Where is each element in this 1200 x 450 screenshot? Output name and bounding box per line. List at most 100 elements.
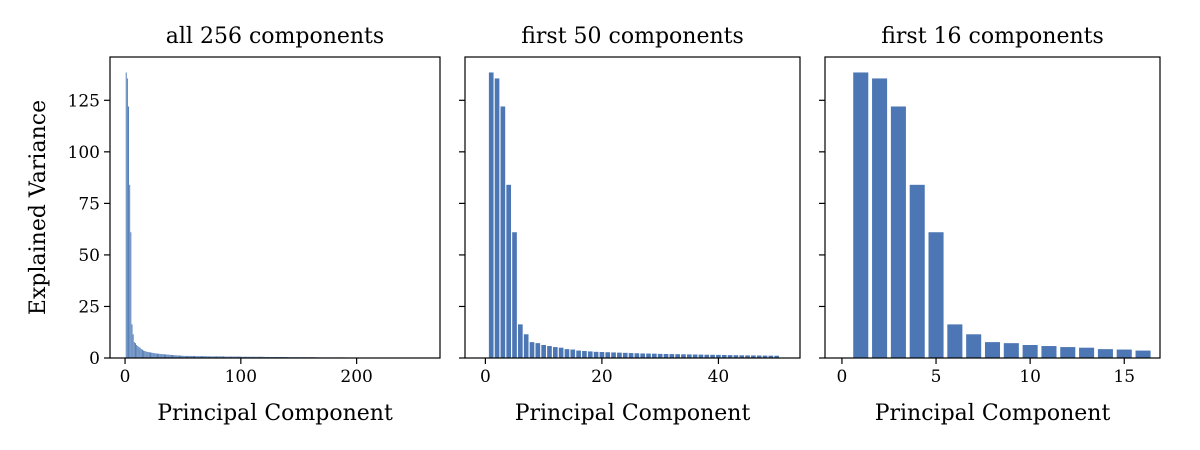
bar [241,356,243,358]
bar [716,354,721,358]
bar [1003,343,1019,358]
bar [151,352,153,358]
bar [198,356,200,358]
bar [599,352,605,358]
bar [669,354,675,358]
bar [541,345,546,358]
bar [250,356,252,358]
bar [617,352,622,358]
bar [500,106,506,358]
bar [146,351,148,358]
bar [234,356,236,358]
bar [163,354,165,358]
bar [150,352,151,358]
bar [257,356,259,358]
bar [698,354,704,358]
x-tick-label: 15 [1113,367,1135,387]
bar [166,354,168,358]
bar [217,356,219,358]
x-tick-label: 100 [225,367,257,387]
bar [768,355,774,358]
bar [188,355,190,358]
bar [535,343,541,358]
bar [872,78,888,358]
bar [233,356,235,358]
bar [238,356,239,358]
bar [204,356,206,358]
bar [552,347,558,358]
bar [248,356,250,358]
bar [733,355,739,358]
bar [646,353,651,358]
bar [605,352,611,358]
bar [488,72,494,358]
bar [155,353,157,358]
bar [512,232,517,358]
bar [721,355,727,358]
bar [201,356,202,358]
subplot-title: first 16 components [881,24,1104,49]
bar [582,350,587,358]
bar [1135,350,1151,358]
bar [145,351,147,358]
bar [243,356,245,358]
bar [681,354,686,358]
bar [231,356,233,358]
bar [196,356,198,358]
bar [138,347,140,358]
bar [211,356,213,358]
bar [176,355,178,358]
bar [657,353,663,358]
bar [157,353,158,358]
bar [181,355,183,358]
bar [202,356,204,358]
x-tick-label: 0 [480,367,491,387]
bar [148,352,150,358]
bar [1041,346,1057,358]
bar [984,342,1001,358]
bar [239,356,241,358]
bar [182,355,184,358]
bar [139,347,141,358]
bar [159,353,161,358]
bar [587,351,593,358]
bar [240,356,242,358]
x-tick-label: 10 [1019,367,1041,387]
x-axis-label: Principal Component [157,401,393,426]
bar [175,355,177,358]
bar [213,356,215,358]
bar [1079,347,1095,358]
bar [263,356,265,358]
bar [160,353,162,358]
bar [216,356,217,358]
bar [254,356,256,358]
bar [1022,345,1038,358]
bar [232,356,234,358]
bar [199,356,201,358]
bar [558,347,564,358]
bar [221,356,223,358]
bar [686,354,692,358]
bar [751,355,756,358]
bar [247,356,249,358]
bar [223,356,224,358]
bar [184,355,186,358]
bar [249,356,251,358]
bar [727,355,733,358]
bar [167,354,169,358]
bar [704,354,710,358]
bar [129,184,131,358]
bar [928,232,944,358]
bar [235,356,237,358]
bar [218,356,220,358]
bar [190,355,192,358]
bar [675,354,680,358]
bar [203,356,205,358]
bar [622,352,628,358]
bar [165,354,167,358]
bar [1097,349,1113,358]
bar [170,354,172,358]
bar [219,356,221,358]
x-tick-label: 0 [837,367,848,387]
subplot-title: first 50 components [521,24,744,49]
